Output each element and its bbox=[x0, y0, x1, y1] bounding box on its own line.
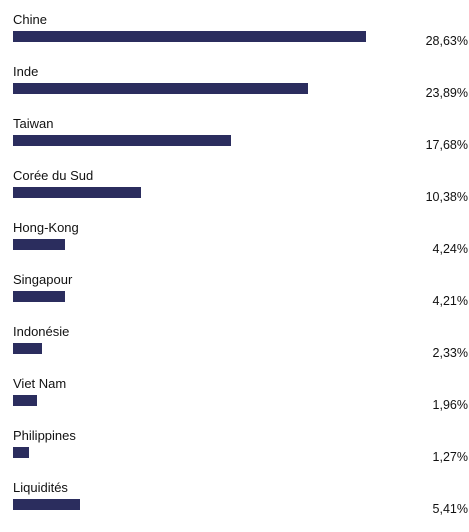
value-label: 1,27% bbox=[432, 450, 468, 464]
value-label: 10,38% bbox=[425, 190, 468, 204]
bar bbox=[13, 291, 65, 302]
bar bbox=[13, 395, 37, 406]
category-label: Corée du Sud bbox=[13, 168, 94, 183]
category-label: Viet Nam bbox=[13, 376, 67, 391]
category-label: Chine bbox=[13, 12, 47, 27]
category-label: Hong-Kong bbox=[13, 220, 79, 235]
bar bbox=[13, 31, 366, 42]
bar bbox=[13, 187, 141, 198]
value-label: 4,21% bbox=[432, 294, 468, 308]
value-label: 5,41% bbox=[432, 502, 468, 516]
bar bbox=[13, 135, 231, 146]
bar-row: Inde 23,89% bbox=[0, 64, 469, 116]
value-label: 1,96% bbox=[432, 398, 468, 412]
bar-row: Indonésie 2,33% bbox=[0, 324, 469, 376]
bar-row: Chine 28,63% bbox=[0, 12, 469, 64]
bar bbox=[13, 343, 42, 354]
bar bbox=[13, 499, 80, 510]
chart-area: Chine 28,63% Inde 23,89% Taiwan 17,68% Corée d… bbox=[0, 12, 469, 516]
bar bbox=[13, 239, 65, 250]
value-label: 2,33% bbox=[432, 346, 468, 360]
category-label: Philippines bbox=[13, 428, 76, 443]
bar-row: Hong-Kong 4,24% bbox=[0, 220, 469, 272]
bar-row: Liquidités 5,41% bbox=[0, 480, 469, 532]
category-label: Liquidités bbox=[13, 480, 68, 495]
bar-row: Corée du Sud 10,38% bbox=[0, 168, 469, 220]
value-label: 28,63% bbox=[425, 34, 468, 48]
bar-row: Viet Nam 1,96% bbox=[0, 376, 469, 428]
bar-row: Philippines 1,27% bbox=[0, 428, 469, 480]
value-label: 23,89% bbox=[425, 86, 468, 100]
bar bbox=[13, 83, 308, 94]
value-label: 17,68% bbox=[425, 138, 468, 152]
category-label: Taiwan bbox=[13, 116, 54, 131]
bar-row: Taiwan 17,68% bbox=[0, 116, 469, 168]
bar-row: Singapour 4,21% bbox=[0, 272, 469, 324]
category-label: Inde bbox=[13, 64, 39, 79]
category-label: Singapour bbox=[13, 272, 73, 287]
bar bbox=[13, 447, 29, 458]
value-label: 4,24% bbox=[432, 242, 468, 256]
category-label: Indonésie bbox=[13, 324, 70, 339]
